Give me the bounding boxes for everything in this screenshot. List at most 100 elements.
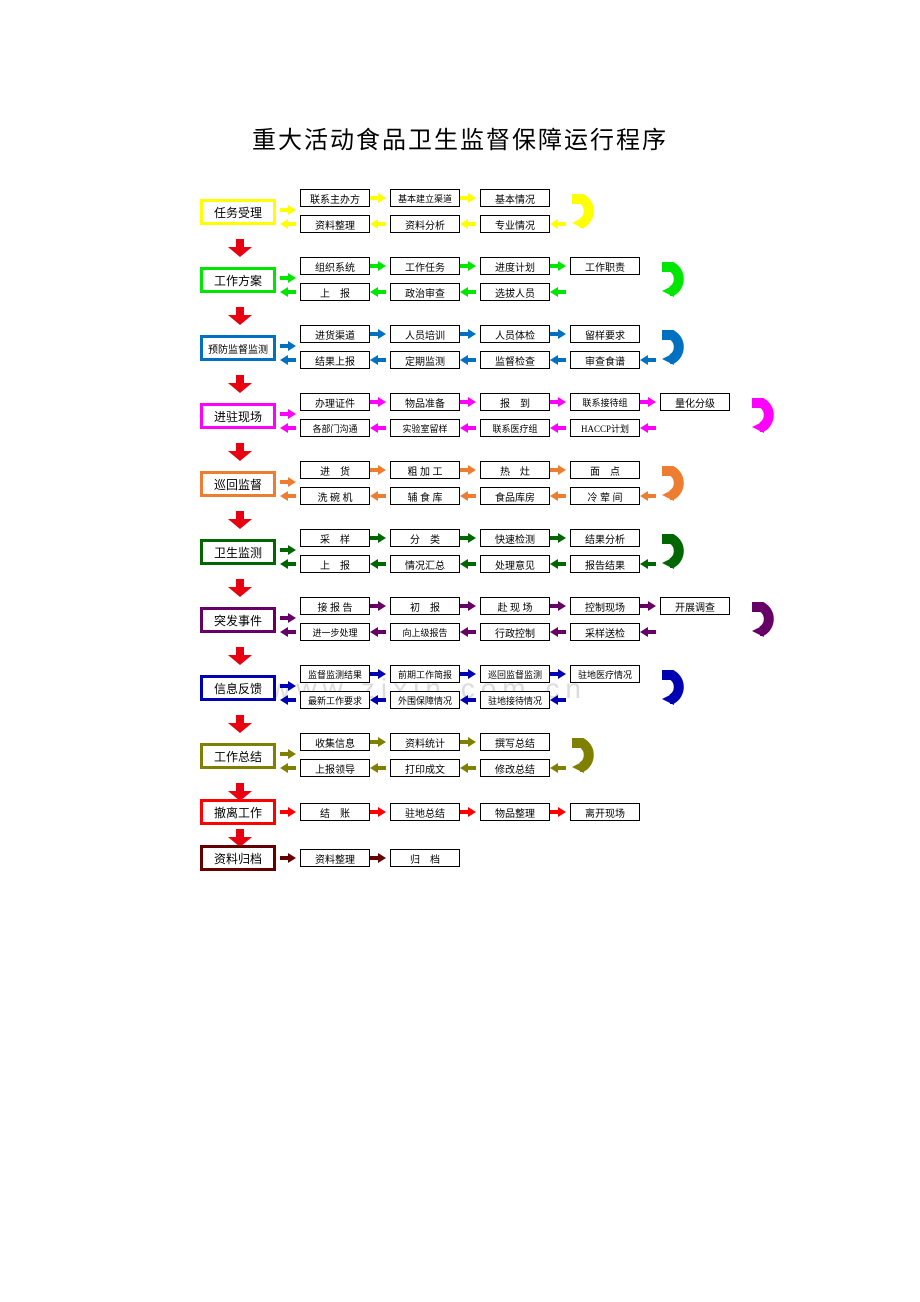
sub-box: 最新工作要求 <box>300 691 370 709</box>
sub-box: 进度计划 <box>480 257 550 275</box>
arrow-icon <box>280 853 296 863</box>
sub-box: 辅 食 库 <box>390 487 460 505</box>
sub-box: 处理意见 <box>480 555 550 573</box>
main-box-archive: 资料归档 <box>200 845 276 871</box>
uturn-icon <box>662 259 692 299</box>
arrow-icon <box>550 627 566 637</box>
arrow-icon <box>550 397 566 407</box>
arrow-icon <box>550 423 566 433</box>
sub-box: 行政控制 <box>480 623 550 641</box>
sub-box: 上报领导 <box>300 759 370 777</box>
arrow-icon <box>550 465 566 475</box>
arrow-icon <box>370 219 386 229</box>
arrow-icon <box>280 409 296 419</box>
main-box-incident: 突发事件 <box>200 607 276 633</box>
sub-box: 资料分析 <box>390 215 460 233</box>
stage-monitor: 卫生监测采 样分 类快速检测结果分析上 报情况汇总处理意见报告结果 <box>200 525 880 577</box>
sub-box: 量化分级 <box>660 393 730 411</box>
arrow-icon <box>550 355 566 365</box>
sub-box: 结果上报 <box>300 351 370 369</box>
arrow-icon <box>280 491 296 501</box>
sub-box: 前期工作简报 <box>390 665 460 683</box>
sub-box: 控制现场 <box>570 597 640 615</box>
arrow-icon <box>370 355 386 365</box>
arrow-icon <box>550 491 566 501</box>
sub-box: 开展调查 <box>660 597 730 615</box>
sub-box: 采 样 <box>300 529 370 547</box>
sub-box: 实验室留样 <box>390 419 460 437</box>
arrow-icon <box>370 807 386 817</box>
sub-box: 办理证件 <box>300 393 370 411</box>
stage-feedback: 信息反馈监督监测结果前期工作简报巡回监督监测驻地医疗情况最新工作要求外围保障情况… <box>200 661 880 713</box>
stage-withdraw: 撤离工作结 账驻地总结物品整理离开现场 <box>200 797 880 827</box>
sub-box: 联系接待组 <box>570 393 640 411</box>
arrow-icon <box>370 423 386 433</box>
arrow-icon <box>280 807 296 817</box>
sub-box: 驻地总结 <box>390 803 460 821</box>
arrow-icon <box>460 627 476 637</box>
arrow-icon <box>460 491 476 501</box>
sub-box: 洗 碗 机 <box>300 487 370 505</box>
sub-box: 专业情况 <box>480 215 550 233</box>
arrow-icon <box>370 465 386 475</box>
arrow-icon <box>370 627 386 637</box>
stage-task: 任务受理联系主办方基本建立渠道基本情况资料整理资料分析专业情况 <box>200 185 880 237</box>
sub-box: 资料整理 <box>300 215 370 233</box>
sub-box: 冷 荤 间 <box>570 487 640 505</box>
sub-box: 工作职责 <box>570 257 640 275</box>
arrow-icon <box>460 355 476 365</box>
arrow-icon <box>370 669 386 679</box>
arrow-icon <box>370 329 386 339</box>
sub-box: 进 货 <box>300 461 370 479</box>
arrow-icon <box>550 559 566 569</box>
main-box-prevent: 预防监督监测 <box>200 335 276 361</box>
sub-box: 监督检查 <box>480 351 550 369</box>
arrow-icon <box>550 261 566 271</box>
arrow-icon <box>550 219 566 229</box>
sub-box: 粗 加 工 <box>390 461 460 479</box>
arrow-icon <box>460 763 476 773</box>
arrow-icon <box>460 261 476 271</box>
main-box-withdraw: 撤离工作 <box>200 799 276 825</box>
sub-box: 上 报 <box>300 555 370 573</box>
main-box-feedback: 信息反馈 <box>200 675 276 701</box>
arrow-icon <box>550 329 566 339</box>
uturn-icon <box>572 191 602 231</box>
sub-box: 外围保障情况 <box>390 691 460 709</box>
arrow-icon <box>460 533 476 543</box>
arrow-icon <box>370 287 386 297</box>
page-title: 重大活动食品卫生监督保障运行程序 <box>0 120 920 155</box>
sub-box: 基本建立渠道 <box>390 189 460 207</box>
arrow-icon <box>550 533 566 543</box>
arrow-icon <box>460 465 476 475</box>
sub-box: 报 到 <box>480 393 550 411</box>
sub-box: 修改总结 <box>480 759 550 777</box>
arrow-icon <box>550 807 566 817</box>
uturn-icon <box>662 667 692 707</box>
stage-summary: 工作总结收集信息资料统计撰写总结上报领导打印成文修改总结 <box>200 729 880 781</box>
sub-box: 进货渠道 <box>300 325 370 343</box>
arrow-icon <box>280 287 296 297</box>
stage-onsite: 进驻现场办理证件物品准备报 到联系接待组量化分级各部门沟通实验室留样联系医疗组H… <box>200 389 880 441</box>
arrow-icon <box>460 329 476 339</box>
sub-box: 向上级报告 <box>390 623 460 641</box>
arrow-icon <box>280 355 296 365</box>
arrow-icon <box>460 397 476 407</box>
sub-box: 物品准备 <box>390 393 460 411</box>
arrow-icon <box>280 695 296 705</box>
sub-box: 物品整理 <box>480 803 550 821</box>
stage-plan: 工作方案组织系统工作任务进度计划工作职责上 报政治审查选拔人员 <box>200 253 880 305</box>
sub-box: 联系医疗组 <box>480 419 550 437</box>
arrow-icon <box>280 749 296 759</box>
uturn-icon <box>752 395 782 435</box>
arrow-icon <box>370 193 386 203</box>
sub-box: 食品库房 <box>480 487 550 505</box>
sub-box: 联系主办方 <box>300 189 370 207</box>
stage-patrol: 巡回监督进 货粗 加 工热 灶面 点洗 碗 机辅 食 库食品库房冷 荤 间 <box>200 457 880 509</box>
sub-box: 采样送检 <box>570 623 640 641</box>
arrow-icon <box>460 669 476 679</box>
sub-box: 驻地接待情况 <box>480 691 550 709</box>
arrow-icon <box>460 695 476 705</box>
sub-box: 打印成文 <box>390 759 460 777</box>
sub-box: 快速检测 <box>480 529 550 547</box>
